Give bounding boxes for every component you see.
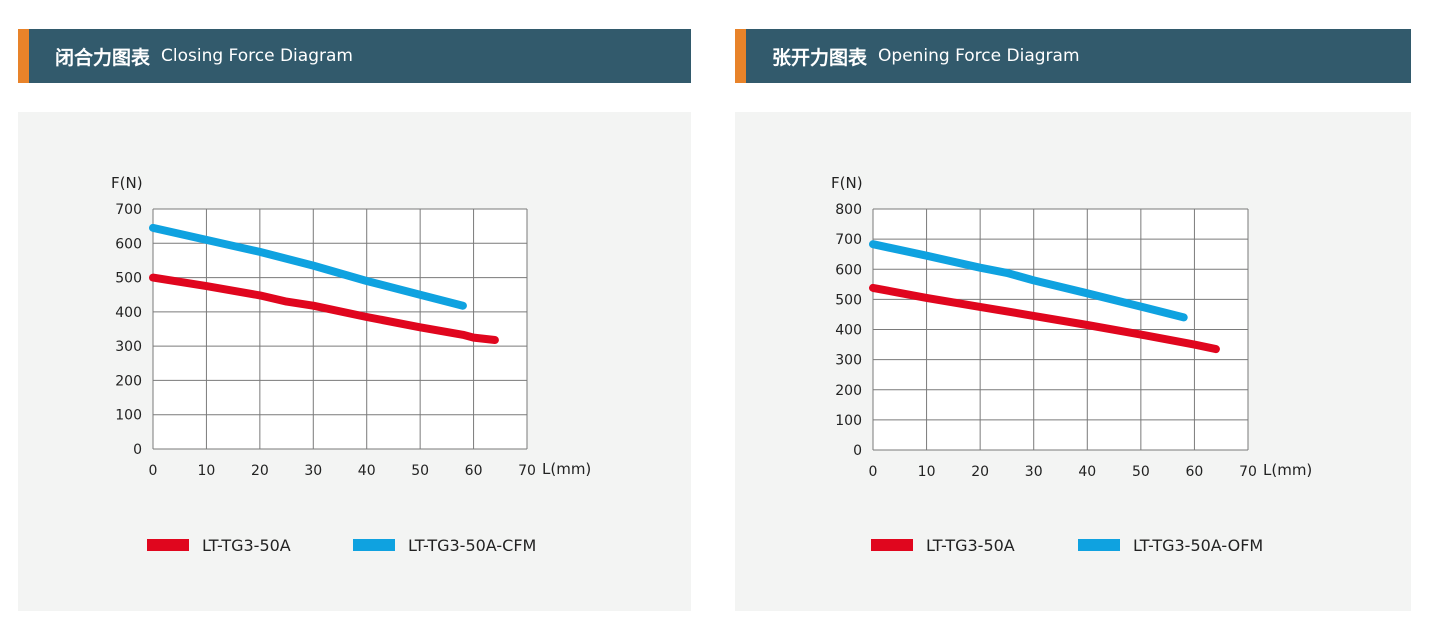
closing-x-tick-label: 50 bbox=[411, 463, 429, 479]
closing-y-tick-label: 0 bbox=[133, 442, 142, 458]
opening-x-tick-label: 60 bbox=[1186, 464, 1204, 480]
closing-y-axis-label: F(N) bbox=[111, 174, 143, 192]
closing-y-tick-label: 700 bbox=[115, 202, 142, 218]
opening-x-tick-label: 40 bbox=[1078, 464, 1096, 480]
closing-title-cn: 闭合力图表 bbox=[55, 46, 151, 69]
closing-legend-label-1: LT-TG3-50A bbox=[202, 536, 291, 555]
closing-y-tick-label: 300 bbox=[115, 339, 142, 355]
closing-x-tick-label: 60 bbox=[465, 463, 483, 479]
closing-x-tick-label: 0 bbox=[149, 463, 158, 479]
closing-x-tick-label: 70 bbox=[518, 463, 536, 479]
closing-legend-label-2: LT-TG3-50A-CFM bbox=[408, 536, 536, 555]
opening-x-tick-label: 30 bbox=[1025, 464, 1043, 480]
opening-x-tick-label: 70 bbox=[1239, 464, 1257, 480]
closing-y-tick-label: 600 bbox=[115, 236, 142, 252]
opening-x-axis-label: L(mm) bbox=[1263, 461, 1312, 479]
opening-y-tick-label: 500 bbox=[835, 292, 862, 308]
opening-y-tick-label: 600 bbox=[835, 262, 862, 278]
opening-x-tick-label: 0 bbox=[869, 464, 878, 480]
opening-legend-swatch-2 bbox=[1078, 539, 1120, 551]
opening-force-panel: 张开力图表 Opening Force Diagram 0 100 200 300 40… bbox=[735, 29, 1411, 611]
opening-legend-label-2: LT-TG3-50A-OFM bbox=[1133, 536, 1263, 555]
closing-series-line-2 bbox=[149, 223, 467, 310]
opening-y-tick-label: 200 bbox=[835, 383, 862, 399]
opening-title-cn: 张开力图表 bbox=[772, 46, 868, 69]
opening-y-axis-label: F(N) bbox=[831, 174, 863, 192]
opening-y-tick-label: 700 bbox=[835, 232, 862, 248]
opening-x-tick-label: 20 bbox=[971, 464, 989, 480]
opening-y-tick-label: 100 bbox=[835, 413, 862, 429]
closing-title-en: Closing Force Diagram bbox=[161, 46, 353, 66]
opening-series-line-2 bbox=[869, 240, 1188, 322]
closing-x-tick-label: 20 bbox=[251, 463, 269, 479]
closing-x-tick-label: 30 bbox=[304, 463, 322, 479]
opening-y-tick-label: 800 bbox=[835, 202, 862, 218]
opening-title-en: Opening Force Diagram bbox=[878, 46, 1080, 66]
closing-force-chart: 0 100 200 300 400 500 600 700 0 10 20 30 40 50 60 70 F(N… bbox=[111, 174, 591, 555]
closing-x-tick-label: 40 bbox=[358, 463, 376, 479]
opening-legend-label-1: LT-TG3-50A bbox=[926, 536, 1015, 555]
opening-force-header: 张开力图表 Opening Force Diagram bbox=[735, 29, 1411, 83]
closing-x-axis-label: L(mm) bbox=[542, 460, 591, 478]
opening-y-tick-label: 400 bbox=[835, 323, 862, 339]
closing-y-tick-label: 500 bbox=[115, 271, 142, 287]
closing-series-line-1 bbox=[149, 273, 499, 344]
closing-y-tick-label: 400 bbox=[115, 305, 142, 321]
closing-y-tick-label: 100 bbox=[115, 408, 142, 424]
opening-chart-card: 0 100 200 300 400 500 600 700 800 0 10 20 30 40 50 60 70… bbox=[735, 112, 1411, 611]
closing-y-tick-label: 200 bbox=[115, 373, 142, 389]
opening-legend-swatch-1 bbox=[871, 539, 913, 551]
header-accent-bar bbox=[18, 29, 29, 83]
opening-x-tick-label: 10 bbox=[918, 464, 936, 480]
opening-y-tick-label: 300 bbox=[835, 353, 862, 369]
closing-plot-area bbox=[153, 209, 527, 449]
closing-chart-card: 0 100 200 300 400 500 600 700 0 10 20 30 40 50 60 70 F(N… bbox=[18, 112, 691, 611]
opening-force-chart: 0 100 200 300 400 500 600 700 800 0 10 20 30 40 50 60 70… bbox=[831, 174, 1312, 555]
opening-y-tick-label: 0 bbox=[853, 443, 862, 459]
closing-legend-swatch-2 bbox=[353, 539, 395, 551]
closing-force-panel: 闭合力图表 Closing Force Diagram 0 100 200 300 40… bbox=[18, 29, 691, 611]
header-accent-bar bbox=[735, 29, 746, 83]
opening-series-line-1 bbox=[869, 283, 1220, 354]
closing-force-header: 闭合力图表 Closing Force Diagram bbox=[18, 29, 691, 83]
opening-x-tick-label: 50 bbox=[1132, 464, 1150, 480]
closing-legend-swatch-1 bbox=[147, 539, 189, 551]
closing-x-tick-label: 10 bbox=[198, 463, 216, 479]
